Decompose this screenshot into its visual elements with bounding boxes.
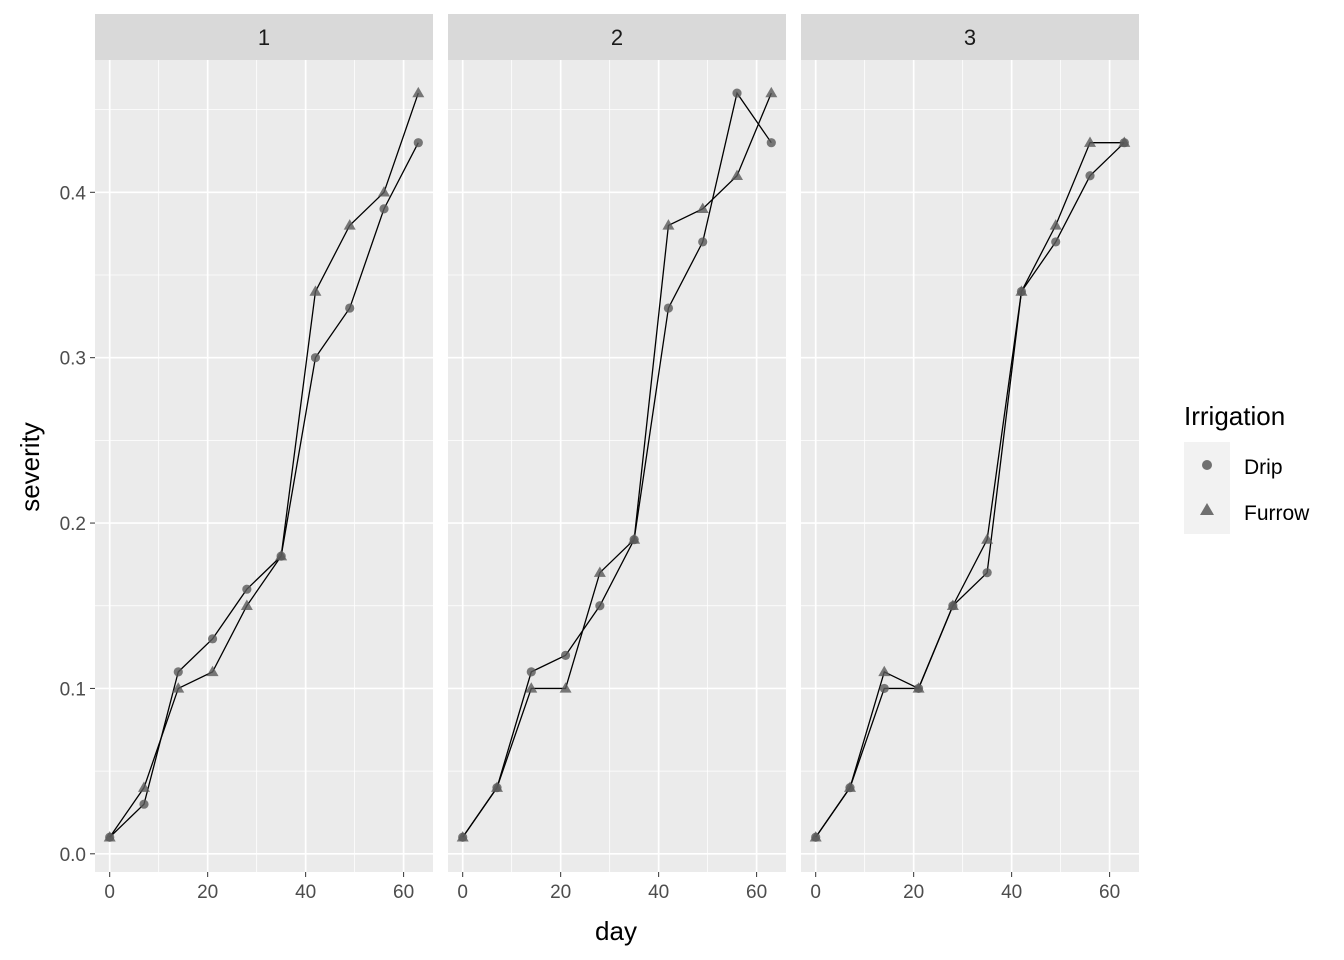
data-point-furrow [275, 549, 288, 561]
data-point-furrow [412, 86, 425, 98]
data-point-furrow [912, 682, 925, 693]
x-tick-label: 60 [1099, 882, 1120, 903]
strip-label: 1 [258, 25, 270, 50]
data-point-furrow [240, 599, 253, 610]
data-point-furrow [628, 533, 641, 544]
data-point-furrow [731, 169, 744, 180]
legend-label-drip: Drip [1244, 456, 1283, 479]
data-point-furrow [1084, 136, 1097, 147]
panel-2: 20 20 40 60 [448, 14, 786, 903]
data-point-furrow [878, 665, 891, 677]
y-tick-label: 0.4 [60, 183, 87, 204]
panel-background [448, 60, 786, 872]
data-point-furrow [809, 831, 822, 842]
legend-label-furrow: Furrow [1244, 502, 1310, 525]
panel-background [801, 60, 1139, 872]
series-line-drip [815, 142, 1125, 838]
y-axis-title: severity [15, 422, 45, 512]
data-point-furrow [843, 781, 856, 792]
legend-key-furrow [1200, 503, 1214, 515]
series-line-furrow [815, 142, 1125, 838]
x-tick-label: 0 [104, 882, 115, 903]
data-point-furrow [137, 781, 150, 792]
data-point-furrow [662, 219, 675, 230]
data-point-furrow [103, 831, 116, 842]
x-axis-title: day [595, 916, 637, 946]
data-point-drip [732, 88, 742, 98]
x-tick-label: 40 [295, 882, 316, 903]
data-point-furrow [456, 831, 469, 842]
strip-label: 2 [611, 25, 623, 50]
data-point-drip [560, 650, 571, 660]
data-point-furrow [206, 665, 219, 677]
strip-label: 3 [964, 25, 976, 50]
series-line-furrow [462, 92, 772, 838]
data-point-drip [982, 568, 992, 578]
strip-background [801, 14, 1139, 60]
data-point-furrow [1118, 136, 1131, 147]
data-point-drip [1051, 237, 1061, 247]
data-point-furrow [981, 533, 994, 544]
panel-3: 3 0 20 40 60 [801, 14, 1139, 903]
x-tick-label: 20 [903, 882, 924, 903]
data-point-furrow [1015, 285, 1028, 296]
data-point-drip [413, 138, 423, 148]
data-point-drip [698, 237, 708, 247]
series-line-drip [462, 91, 772, 838]
data-point-furrow [696, 202, 709, 214]
data-point-furrow [946, 599, 959, 610]
strip-background [448, 14, 786, 60]
panel-1: 1 0 20 40 60 [95, 14, 433, 903]
legend-key-drip [1202, 460, 1212, 470]
data-point-furrow [1049, 219, 1062, 230]
x-tick-label: 60 [746, 882, 767, 903]
data-point-furrow [593, 566, 606, 577]
data-point-furrow [309, 285, 322, 296]
y-tick-label: 0.2 [60, 514, 86, 535]
x-tick-label: 20 [550, 882, 571, 903]
x-tick-label: 40 [1001, 882, 1022, 903]
y-tick-label: 0.1 [60, 679, 86, 700]
legend-title: Irrigation [1184, 401, 1285, 431]
data-point-furrow [172, 682, 185, 693]
x-tick-label: 60 [393, 882, 414, 903]
data-point-drip [1085, 171, 1095, 181]
data-point-furrow [525, 682, 538, 693]
y-tick-label: 0.0 [60, 845, 86, 866]
legend-key-background [1184, 442, 1230, 534]
data-point-drip [310, 353, 321, 363]
data-point-drip [345, 303, 355, 313]
x-tick-label: 20 [197, 882, 218, 903]
x-tick-label: 40 [648, 882, 669, 903]
data-point-drip [173, 667, 183, 677]
data-point-drip [663, 303, 674, 313]
data-point-furrow [559, 682, 572, 693]
series-line-furrow [109, 92, 419, 838]
y-tick-label: 0.3 [60, 349, 86, 370]
data-point-drip [879, 683, 889, 694]
data-point-drip [242, 584, 252, 594]
data-point-furrow [765, 86, 778, 98]
data-point-furrow [343, 219, 356, 230]
x-tick-label: 0 [457, 882, 468, 903]
strip-background [95, 14, 433, 60]
data-point-drip [379, 204, 389, 214]
data-point-drip [139, 799, 149, 809]
data-point-drip [207, 634, 218, 644]
data-point-drip [766, 138, 776, 148]
x-tick-label: 0 [810, 882, 821, 903]
data-point-furrow [378, 186, 391, 197]
data-point-drip [526, 667, 536, 677]
data-point-furrow [490, 781, 503, 792]
panel-background [95, 60, 433, 872]
legend: Irrigation Drip Furrow [1184, 401, 1310, 534]
data-point-drip [595, 601, 605, 611]
